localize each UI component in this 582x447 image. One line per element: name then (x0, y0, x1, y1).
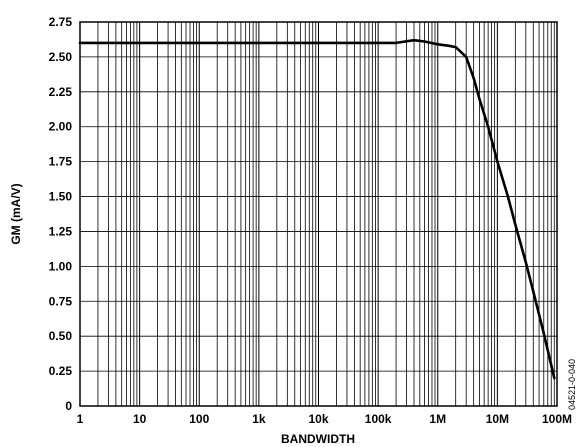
x-tick-label: 100 (189, 412, 209, 426)
series-line-gm (78, 38, 556, 380)
y-tick-label: 0.25 (49, 364, 73, 378)
grid (79, 21, 557, 407)
y-tick-label: 1.00 (49, 259, 73, 273)
x-tick-label: 1 (77, 412, 84, 426)
x-tick-label: 1k (252, 412, 266, 426)
x-tick-label: 1M (429, 412, 446, 426)
y-tick-label: 1.25 (49, 224, 73, 238)
y-axis-ticks: 0 0.25 0.50 0.75 1.00 1.25 1.50 1.75 2.00 2.25 2.5… (49, 15, 73, 413)
x-axis-ticks: 1 10 100 1k 10k 100k 1M 10M 100M (77, 412, 572, 426)
y-tick-label: 2.25 (49, 85, 73, 99)
x-tick-label: 10M (486, 412, 509, 426)
y-tick-label: 0.50 (49, 329, 73, 343)
series-layer (78, 38, 556, 380)
y-tick-label: 2.50 (49, 50, 73, 64)
plot-frame (79, 21, 558, 407)
y-tick-label: 0 (65, 399, 72, 413)
x-tick-label: 10k (308, 412, 328, 426)
x-tick-label: 10 (133, 412, 147, 426)
y-tick-label: 2.00 (49, 120, 73, 134)
y-tick-label: 2.75 (49, 15, 73, 29)
figure-code: 04521-0-040 (567, 359, 577, 410)
y-tick-label: 0.75 (49, 294, 73, 308)
x-tick-label: 100k (365, 412, 392, 426)
y-tick-label: 1.75 (49, 155, 73, 169)
x-axis-title: BANDWIDTH (281, 432, 355, 446)
x-tick-label: 100M (542, 412, 572, 426)
y-tick-label: 1.50 (49, 190, 73, 204)
y-axis-title: GM (mA/V) (9, 183, 23, 244)
